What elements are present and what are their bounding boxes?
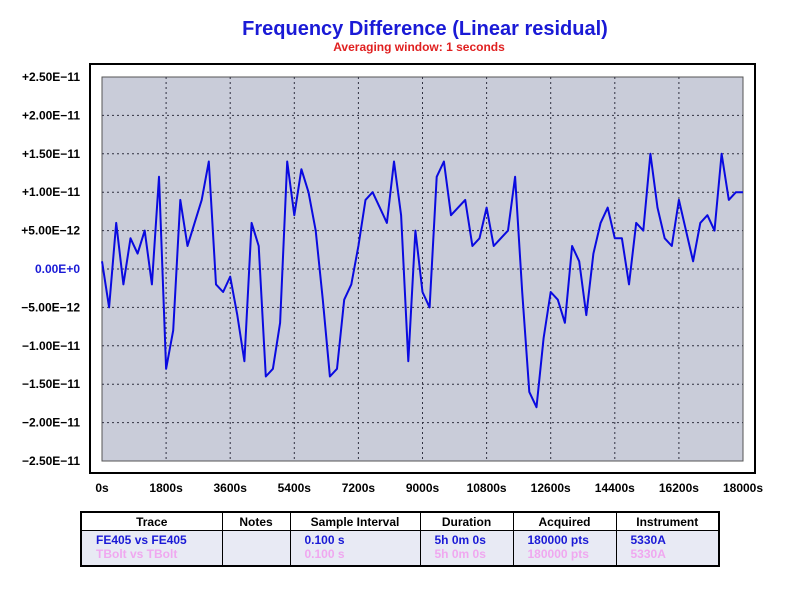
y-tick-label: +2.00E−11 — [22, 108, 80, 122]
acquired-1: 180000 pts — [527, 533, 589, 547]
series-line — [101, 152, 743, 409]
trace-name-2: TBolt vs TBolt — [96, 547, 178, 561]
cell-instrument: 5330A 5330A — [616, 531, 718, 566]
y-tick-label: +5.00E−12 — [21, 224, 80, 238]
x-tick-label: 0s — [95, 481, 109, 495]
x-tick-label: 9000s — [406, 481, 440, 495]
chart-title: Frequency Difference (Linear residual) — [242, 18, 608, 40]
y-tick-label: −1.00E−11 — [22, 339, 80, 353]
cell-acquired: 180000 pts 180000 pts — [513, 530, 617, 565]
cell-trace: FE405 vs FE405 TBolt vs TBolt — [82, 530, 223, 565]
x-tick-label: 18000s — [723, 481, 763, 495]
chart-subtitle: Averaging window: 1 seconds — [333, 40, 505, 54]
x-tick-label: 5400s — [278, 481, 312, 495]
header-trace: Trace — [82, 513, 223, 531]
cell-duration: 5h 0m 0s 5h 0m 0s — [420, 530, 514, 565]
frequency-chart: +2.50E−11 +2.00E−11 +1.50E−11 +1.00E−11 +5.0… — [21, 63, 763, 495]
header-sample-interval: Sample Interval — [290, 513, 421, 531]
instrument-1: 5330A — [630, 533, 666, 547]
x-tick-label: 12600s — [531, 481, 571, 495]
trace-legend-table: Trace Notes Sample Interval Duration Acq… — [80, 511, 720, 567]
interval-2: 0.100 s — [304, 547, 345, 561]
acquired-2: 180000 pts — [527, 547, 589, 561]
trace-name-1: FE405 vs FE405 — [96, 533, 187, 547]
y-tick-label: 0.00E+0 — [35, 262, 80, 276]
x-tick-label: 1800s — [149, 481, 183, 495]
duration-2: 5h 0m 0s — [434, 547, 486, 561]
y-tick-label: −2.50E−11 — [22, 454, 80, 468]
y-tick-label: −2.00E−11 — [22, 416, 80, 430]
y-tick-label: −5.00E−12 — [21, 300, 80, 314]
x-tick-label: 10800s — [467, 481, 507, 495]
interval-1: 0.100 s — [304, 533, 345, 547]
x-tick-label: 16200s — [659, 481, 699, 495]
header-acquired: Acquired — [513, 513, 617, 531]
x-tick-label: 3600s — [214, 481, 248, 495]
cell-interval: 0.100 s 0.100 s — [290, 530, 421, 565]
duration-1: 5h 0m 0s — [434, 533, 486, 547]
header-instrument: Instrument — [616, 513, 718, 531]
instrument-2: 5330A — [630, 547, 666, 561]
header-duration: Duration — [420, 513, 514, 531]
y-tick-label: +1.00E−11 — [22, 185, 80, 199]
x-tick-label: 14400s — [595, 481, 635, 495]
y-tick-label: +2.50E−11 — [22, 70, 80, 84]
cell-notes — [222, 530, 291, 565]
x-tick-label: 7200s — [342, 481, 376, 495]
header-notes: Notes — [222, 513, 291, 531]
y-tick-label: −1.50E−11 — [22, 377, 80, 391]
y-tick-label: +1.50E−11 — [22, 147, 80, 161]
